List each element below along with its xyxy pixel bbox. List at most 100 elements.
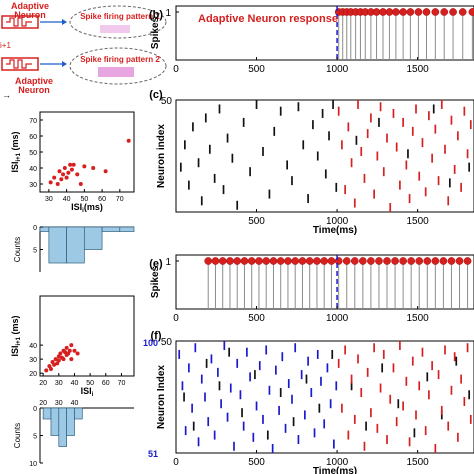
spike-marker bbox=[334, 257, 343, 265]
isi-point bbox=[59, 177, 64, 182]
panel-label: (f) bbox=[151, 330, 162, 342]
isi-point bbox=[75, 172, 80, 177]
y-tick-label: 60 bbox=[29, 134, 37, 141]
adaptive-neuron-label-2: Adaptive Neuron bbox=[15, 76, 53, 95]
hist-bar bbox=[42, 407, 52, 420]
hist-bar bbox=[50, 407, 60, 436]
spike-marker bbox=[431, 257, 440, 265]
isi-point bbox=[78, 182, 83, 186]
spike-marker bbox=[269, 257, 278, 265]
y-axis-label: Spikes bbox=[150, 265, 161, 298]
x-tick-label: 500 bbox=[248, 216, 265, 227]
spike-marker bbox=[240, 257, 249, 265]
x-tick-label: 1000 bbox=[326, 457, 349, 468]
circuit-icon bbox=[1, 15, 39, 29]
y-axis-label: ISIi+1 (ms) bbox=[10, 131, 22, 172]
spike-marker bbox=[379, 8, 387, 16]
y-axis-label: Neuron Index bbox=[156, 365, 167, 429]
spike-marker bbox=[313, 257, 321, 265]
isi-point bbox=[52, 175, 57, 180]
y-tick-label: 1 bbox=[165, 8, 171, 19]
x-axis-label: Time(ms) bbox=[313, 225, 357, 236]
x-tick-label: 1500 bbox=[406, 216, 429, 227]
spike-marker bbox=[255, 257, 263, 265]
panel-label: (c) bbox=[149, 89, 163, 101]
spike-marker bbox=[458, 8, 467, 16]
hist-bar bbox=[101, 226, 121, 232]
isi-point bbox=[57, 169, 62, 174]
x-axis-label: ISIi bbox=[81, 386, 94, 398]
adaptive-neuron-label-1: Adaptive Neuron bbox=[11, 1, 49, 20]
y-tick-label: 50 bbox=[161, 337, 173, 348]
isi-point bbox=[62, 166, 67, 170]
x-tick-label: 30 bbox=[55, 400, 63, 407]
isi-point bbox=[68, 162, 73, 167]
x-tick-label: 40 bbox=[63, 196, 71, 203]
i-plus-1-label: i+1 bbox=[0, 41, 11, 50]
y-tick-label: 70 bbox=[29, 118, 37, 125]
x-tick-label: 50 bbox=[80, 196, 88, 203]
pattern-1-label: Spike firing pattern 1 bbox=[80, 12, 160, 21]
y-tick-label: 10 bbox=[29, 461, 37, 468]
pattern-2-label: Spike firing pattern 2 bbox=[80, 55, 160, 64]
y-tick-label: 30 bbox=[29, 182, 37, 189]
spike-marker bbox=[204, 257, 213, 265]
isi-point bbox=[48, 366, 53, 371]
hist-bar bbox=[48, 226, 67, 264]
spike-marker bbox=[226, 257, 234, 265]
x-tick-label: 60 bbox=[98, 196, 106, 203]
hist-bar bbox=[39, 226, 50, 232]
spike-marker bbox=[385, 8, 394, 16]
x-tick-label: 500 bbox=[248, 457, 265, 468]
isi-point bbox=[66, 170, 71, 175]
spike-marker bbox=[391, 257, 399, 265]
y-axis-label: Neuron index bbox=[156, 124, 167, 188]
index-bottom-label: 51 bbox=[148, 449, 158, 459]
index-top-label: 100 bbox=[143, 338, 158, 348]
scatter2-frame bbox=[39, 295, 135, 377]
y-axis-label: Counts bbox=[13, 423, 22, 448]
panel-c-frame bbox=[175, 99, 474, 213]
pattern-1-wave bbox=[100, 25, 130, 33]
y-tick-label: 40 bbox=[29, 166, 37, 173]
y-tick-label: 50 bbox=[29, 150, 37, 157]
spike-marker bbox=[350, 257, 359, 265]
spike-marker bbox=[455, 257, 464, 265]
y-axis-label: ISIi+1 (ms) bbox=[10, 315, 22, 356]
arrow-fragment: → bbox=[2, 90, 11, 100]
isi-point bbox=[91, 166, 96, 170]
spike-marker bbox=[342, 257, 351, 265]
isi-point bbox=[69, 343, 74, 348]
x-tick-label: 1500 bbox=[406, 313, 429, 324]
spike-marker bbox=[211, 257, 220, 265]
circuit-icon-2 bbox=[1, 57, 39, 71]
spike-marker bbox=[406, 8, 415, 16]
spike-marker bbox=[359, 257, 367, 265]
isi-point bbox=[55, 182, 60, 186]
hist-bar bbox=[119, 226, 135, 232]
x-tick-label: 20 bbox=[39, 400, 47, 407]
isi-point bbox=[69, 167, 74, 172]
x-tick-label: 30 bbox=[55, 380, 63, 387]
x-tick-label: 50 bbox=[86, 380, 94, 387]
schematic-top: Adaptive Neuron Spike firing pattern 1 bbox=[1, 1, 167, 39]
isi-point bbox=[75, 351, 80, 356]
spike-marker bbox=[372, 8, 381, 16]
spike-marker bbox=[375, 257, 383, 265]
pattern-2-bubble bbox=[69, 47, 167, 85]
spike-marker bbox=[423, 257, 432, 265]
x-axis-label: ISIi(ms) bbox=[71, 202, 103, 214]
isi-point bbox=[126, 138, 131, 143]
hist-bar bbox=[58, 407, 67, 447]
x-tick-label: 70 bbox=[118, 380, 126, 387]
x-tick-label: 60 bbox=[102, 380, 110, 387]
x-tick-label: 1500 bbox=[406, 457, 429, 468]
spike-marker bbox=[247, 257, 256, 265]
spike-marker bbox=[439, 257, 448, 265]
spike-marker bbox=[407, 257, 416, 265]
x-tick-label: 1000 bbox=[326, 64, 349, 75]
y-tick-label: 5 bbox=[33, 434, 37, 441]
y-axis-label: Counts bbox=[13, 237, 22, 262]
